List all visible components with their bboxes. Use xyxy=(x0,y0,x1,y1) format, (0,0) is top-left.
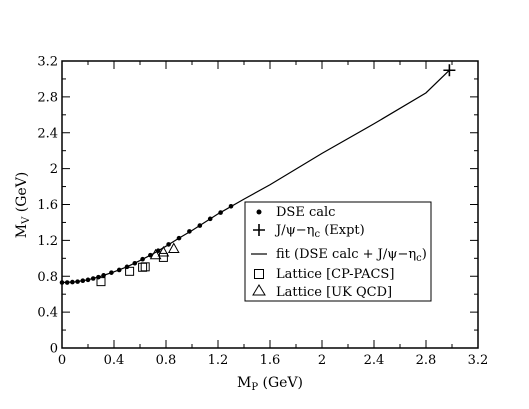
y-tick-label: 0 xyxy=(50,342,58,357)
legend-label-ukqcd: Lattice [UK QCD] xyxy=(276,285,392,300)
dse-calc-point xyxy=(228,203,234,209)
dse-calc-point xyxy=(176,235,182,241)
y-tick-label: 2.4 xyxy=(37,126,58,141)
legend-marker-ukqcd xyxy=(252,284,266,296)
x-tick-label: 0.4 xyxy=(104,353,125,368)
legend-marker-cppacs xyxy=(254,269,264,279)
dse-calc-point xyxy=(218,210,223,215)
lattice-cppacs-point xyxy=(158,252,168,262)
x-tick-label: 1.2 xyxy=(208,353,229,368)
expt-point xyxy=(443,64,456,77)
y-tick-label: 0.8 xyxy=(37,270,58,285)
lattice-cppacs-point xyxy=(96,277,106,287)
y-tick-label: 1.2 xyxy=(37,234,58,249)
x-tick-label: 0 xyxy=(58,353,66,368)
dse-calc-point xyxy=(116,267,122,273)
dse-calc-point xyxy=(85,277,91,283)
y-tick-label: 2.8 xyxy=(37,90,58,105)
dse-calc-point xyxy=(64,280,70,285)
x-tick-label: 2.8 xyxy=(416,353,437,368)
lattice-ukqcd-point xyxy=(157,246,170,257)
y-tick-label: 1.6 xyxy=(37,198,58,213)
lattice-ukqcd-point xyxy=(149,248,162,260)
y-tick-label: 0.4 xyxy=(37,306,58,321)
axis-tick-labels: 0 0.4 0.8 1.2 1.6 2 2.4 2.8 3.2 0 0.4 0.8 1.2 1.6 2 2.4… xyxy=(37,55,488,369)
dse-calc-point xyxy=(80,278,86,284)
y-axis-title: MV (GeV) xyxy=(14,172,32,239)
lattice-cppacs-point xyxy=(138,262,148,272)
dse-calc-point xyxy=(140,256,145,262)
legend-box xyxy=(244,201,432,302)
dse-calc-point xyxy=(109,270,114,275)
dse-calc-point xyxy=(132,260,138,266)
legend-label-cppacs: Lattice [CP-PACS] xyxy=(276,267,394,282)
dse-calc-point xyxy=(90,276,96,281)
dse-calc-point xyxy=(166,242,171,247)
legend: DSE calc J/ψ−ηc (Expt) fit (DSE calc + J… xyxy=(244,201,432,302)
dse-calc-point xyxy=(207,216,213,222)
legend-label-dse: DSE calc xyxy=(276,205,335,220)
dse-calc-point xyxy=(75,279,80,284)
y-tick-label: 2 xyxy=(50,162,58,177)
dse-calc-point xyxy=(70,279,75,285)
lattice-cppacs-point xyxy=(125,266,135,276)
legend-marker-expt xyxy=(253,224,265,236)
x-tick-label: 2 xyxy=(318,353,326,368)
lattice-ukqcd-point xyxy=(167,242,180,253)
x-tick-label: 0.8 xyxy=(156,353,177,368)
y-tick-label: 3.2 xyxy=(37,55,58,70)
legend-label-fit: fit (DSE calc + J/ψ−ηc) xyxy=(276,247,427,264)
dse-calc-point xyxy=(187,229,192,234)
x-tick-label: 3.2 xyxy=(468,353,489,368)
dse-calc-point xyxy=(197,223,203,228)
axis-ticks xyxy=(61,60,479,349)
series-layer xyxy=(59,64,456,287)
dse-calc-point xyxy=(101,273,106,278)
x-tick-label: 2.4 xyxy=(364,353,385,368)
legend-label-expt: J/ψ−ηc (Expt) xyxy=(274,223,365,240)
legend-marker-dse xyxy=(256,209,262,215)
x-tick-label: 1.6 xyxy=(260,353,281,368)
dse-calc-point xyxy=(59,280,65,285)
x-axis-title: MP (GeV) xyxy=(237,375,303,393)
lattice-cppacs-point xyxy=(140,262,150,272)
